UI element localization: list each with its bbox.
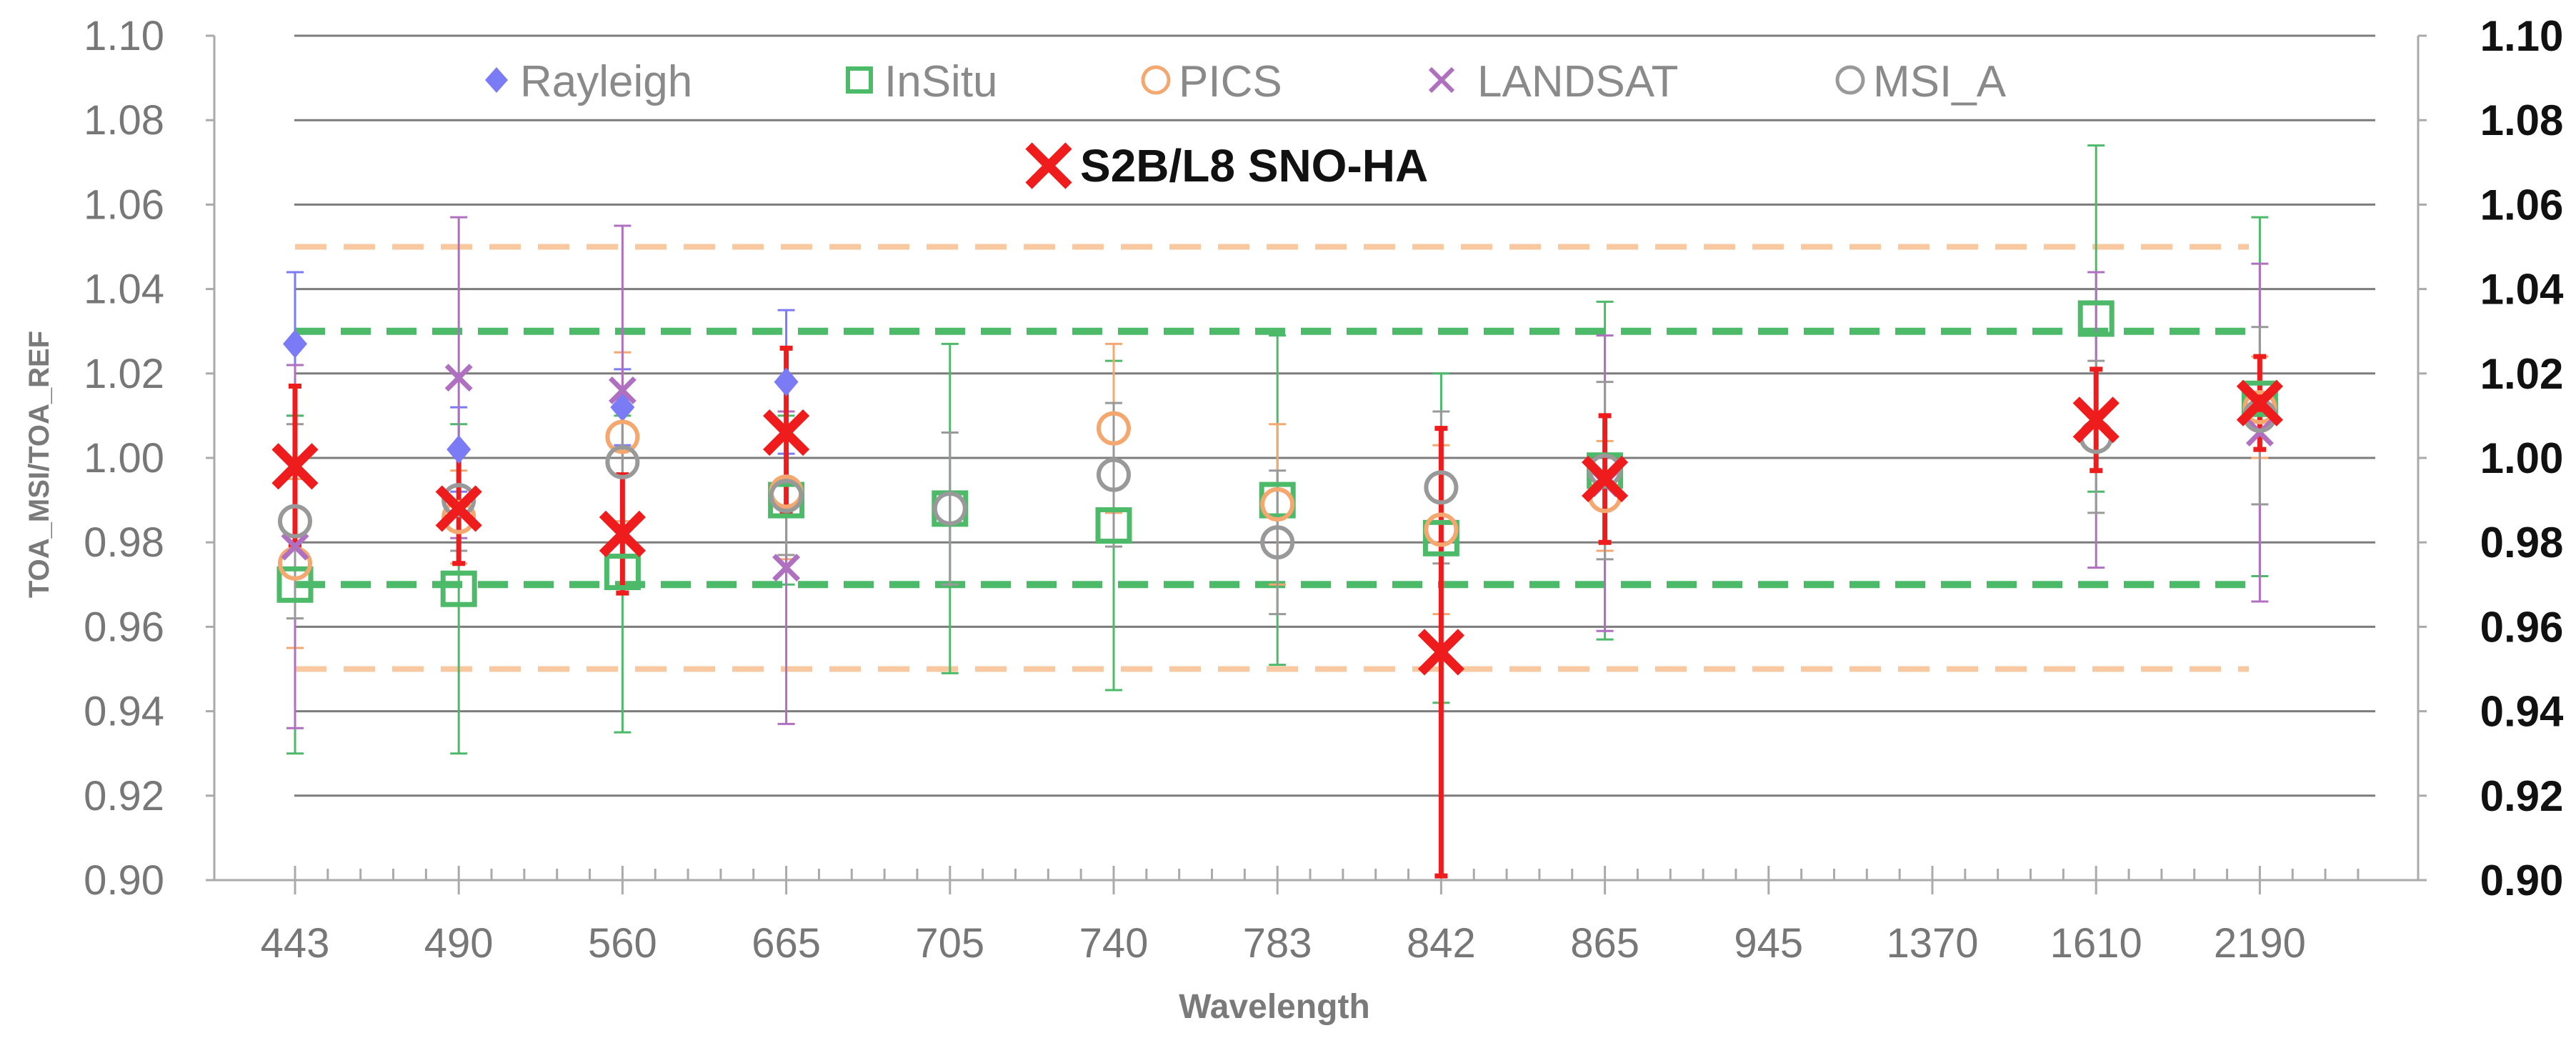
point-marker — [1417, 629, 1464, 676]
point-marker — [1025, 142, 1072, 189]
point-marker — [1260, 525, 1295, 560]
legend-item: InSitu — [846, 57, 998, 106]
y-tick-label-right: 0.90 — [2480, 857, 2564, 904]
y-tick-label-left: 0.94 — [84, 689, 164, 735]
x-tick-label: 2190 — [2214, 920, 2306, 967]
legend-marker — [485, 67, 508, 93]
y-tick-label-left: 1.04 — [84, 266, 164, 313]
y-tick-label-right: 0.98 — [2480, 519, 2564, 567]
legend-item: LANDSAT — [1428, 57, 1678, 106]
legend-label: Rayleigh — [520, 57, 692, 106]
point-marker — [276, 566, 314, 603]
point-marker — [2077, 300, 2115, 337]
series-layer — [271, 144, 2283, 879]
y-tick-label-left: 0.96 — [84, 604, 164, 650]
point-marker — [1097, 457, 1131, 492]
y-tick-label-right: 0.94 — [2480, 688, 2564, 736]
point-marker — [605, 419, 640, 454]
legend: Rayleigh InSitu PICS LANDSAT MSI_A S2B/L8 SNO… — [485, 57, 2007, 191]
legend-item: S2B/L8 SNO-HA — [1025, 140, 1428, 191]
point-marker — [774, 367, 799, 396]
point-marker — [446, 435, 471, 464]
x-tick-label: 783 — [1243, 920, 1312, 967]
y-tick-label-left: 0.90 — [84, 857, 164, 904]
x-axis-title: Wavelength — [1179, 988, 1370, 1026]
point-marker — [1260, 487, 1295, 522]
legend-marker — [846, 66, 873, 94]
point-marker — [435, 485, 482, 532]
x-tick-label: 490 — [424, 920, 494, 967]
y-tick-label-left: 1.02 — [84, 351, 164, 397]
point-marker — [440, 570, 477, 607]
point-marker — [1424, 512, 1459, 547]
point-marker — [604, 554, 641, 591]
legend-marker — [1428, 66, 1455, 94]
point-marker — [608, 376, 636, 404]
point-marker — [283, 329, 307, 359]
x-tick-label: 665 — [752, 920, 821, 967]
legend-item: MSI_A — [1835, 57, 2007, 106]
point-marker — [610, 393, 635, 422]
y-tick-label-right: 1.04 — [2480, 266, 2564, 314]
axes: 0.90 0.90 0.92 0.92 0.94 0.94 0.96 0.96 0.98 0.98… — [84, 12, 2564, 967]
legend-item: Rayleigh — [485, 57, 692, 106]
point-marker — [1424, 470, 1459, 505]
y-tick-label-left: 1.06 — [84, 181, 164, 228]
y-tick-label-right: 1.06 — [2480, 181, 2564, 229]
x-tick-label: 865 — [1570, 920, 1639, 967]
legend-label: LANDSAT — [1477, 57, 1678, 106]
legend-label: InSitu — [884, 57, 998, 106]
x-tick-label: 842 — [1407, 920, 1476, 967]
legend-label: PICS — [1179, 57, 1282, 106]
legend-label: MSI_A — [1873, 57, 2007, 106]
y-tick-label-right: 0.92 — [2480, 772, 2564, 820]
legend-item: PICS — [1141, 57, 1282, 106]
y-tick-label-left: 1.00 — [84, 435, 164, 481]
y-tick-label-right: 0.96 — [2480, 603, 2564, 651]
x-tick-label: 740 — [1079, 920, 1149, 967]
x-tick-label: 1370 — [1886, 920, 1978, 967]
point-marker — [605, 444, 640, 479]
y-tick-label-right: 1.10 — [2480, 12, 2564, 60]
x-tick-label: 945 — [1734, 920, 1803, 967]
point-marker — [769, 479, 804, 514]
point-marker — [599, 510, 646, 557]
point-marker — [2236, 379, 2283, 426]
point-marker — [1422, 519, 1459, 557]
point-marker — [281, 532, 309, 561]
point-marker — [1582, 455, 1629, 503]
point-marker — [271, 443, 319, 490]
point-marker — [772, 554, 801, 582]
point-marker — [2242, 390, 2277, 425]
y-tick-label-left: 1.08 — [84, 97, 164, 144]
legend-marker — [1141, 65, 1171, 95]
y-tick-label-right: 1.08 — [2480, 96, 2564, 144]
markers-rayleigh — [283, 329, 799, 464]
y-tick-label-left: 1.10 — [84, 13, 164, 59]
y-tick-label-right: 1.02 — [2480, 350, 2564, 398]
x-tick-label: 560 — [588, 920, 657, 967]
gridlines — [294, 34, 2375, 797]
y-tick-label-left: 0.92 — [84, 773, 164, 819]
y-tick-label-right: 1.00 — [2480, 434, 2564, 482]
point-marker — [2072, 396, 2120, 444]
legend-label: S2B/L8 SNO-HA — [1080, 140, 1428, 191]
y-tick-label-left: 0.98 — [84, 519, 164, 566]
point-marker — [278, 504, 312, 539]
x-tick-label: 443 — [261, 920, 330, 967]
point-marker — [2241, 380, 2278, 417]
x-tick-label: 1610 — [2050, 920, 2142, 967]
x-tick-label: 705 — [915, 920, 984, 967]
legend-marker — [1835, 65, 1865, 95]
point-marker — [1097, 411, 1131, 446]
point-marker — [763, 409, 810, 456]
y-axis-title: TOA_MSI/TOA_REF — [24, 331, 55, 598]
point-marker — [444, 364, 473, 392]
point-marker — [1095, 507, 1132, 544]
markers-s2b-l8-sno-ha — [271, 379, 2283, 676]
point-marker — [932, 491, 967, 526]
